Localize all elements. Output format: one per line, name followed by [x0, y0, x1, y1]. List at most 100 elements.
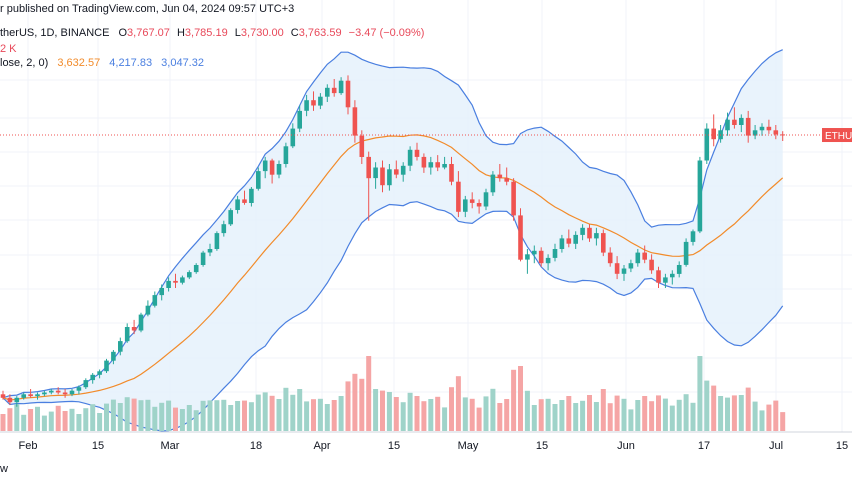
volume-bar: [593, 402, 599, 431]
candle: [580, 224, 585, 241]
candle: [366, 151, 371, 221]
volume-bar: [718, 396, 724, 431]
ohlc-line: therUS, 1D, BINANCE O3,767.07 H3,785.19 …: [0, 27, 424, 39]
candle: [732, 107, 737, 129]
volume-bar: [642, 396, 648, 431]
volume-bar: [483, 396, 489, 431]
volume-bar: [317, 398, 323, 431]
volume-bar: [124, 397, 130, 431]
volume-bar: [442, 407, 448, 431]
volume-bar: [262, 392, 268, 431]
volume-bar: [683, 394, 689, 431]
candle: [76, 385, 82, 395]
candles: [0, 75, 785, 407]
volume-bar: [159, 402, 165, 431]
volume-bar: [552, 404, 558, 431]
volume-bar: [131, 398, 137, 431]
candle-body: [780, 134, 785, 136]
candle-body: [352, 107, 358, 136]
volume-bar: [69, 408, 75, 431]
candle-body: [325, 87, 330, 97]
candle-body: [111, 351, 116, 361]
candle-body: [766, 126, 772, 131]
volume-bar: [697, 356, 703, 431]
candle-body: [276, 164, 282, 175]
candle-body: [387, 169, 392, 186]
candle: [262, 156, 268, 179]
high-value: 3,785.19: [184, 27, 228, 39]
volume-bar: [228, 405, 234, 431]
candle: [62, 389, 68, 398]
candle: [69, 389, 75, 397]
candle: [228, 208, 233, 226]
bollinger-upper-value: 4,217.83: [109, 57, 153, 69]
volume-bar: [366, 356, 372, 431]
volume-bar: [628, 409, 634, 431]
candle-body: [242, 199, 247, 203]
candle: [159, 284, 164, 301]
candle-body: [373, 167, 378, 179]
open-label: O: [118, 27, 128, 39]
candle: [490, 171, 496, 196]
symbol-text: therUS, 1D, BINANCE: [0, 27, 110, 39]
candle: [249, 187, 254, 207]
candle-body: [628, 263, 634, 269]
volume-bar: [607, 403, 613, 431]
candle-body: [594, 233, 599, 239]
candle-body: [35, 394, 40, 397]
candle-body: [21, 394, 26, 398]
volume-bar: [725, 397, 730, 431]
volume-bar: [117, 403, 123, 431]
close-value: 3,763.59: [298, 27, 342, 39]
candle: [131, 319, 137, 335]
candle: [773, 125, 779, 140]
candle: [297, 105, 302, 133]
candle-body: [421, 156, 427, 168]
candle-body: [7, 397, 13, 403]
candle: [538, 247, 544, 267]
candle-body: [442, 164, 447, 168]
candle-body: [538, 250, 544, 264]
candle: [276, 160, 282, 179]
volume-bar: [559, 400, 565, 431]
volume-bar: [759, 410, 765, 431]
candle: [304, 94, 309, 117]
volume-bar: [435, 396, 441, 431]
candle: [525, 249, 530, 274]
candle-body: [635, 252, 641, 264]
candle: [214, 231, 220, 251]
candle: [504, 167, 509, 186]
candle: [518, 208, 523, 262]
volume-bar: [621, 398, 627, 431]
candle: [607, 247, 613, 267]
candle-body: [456, 181, 461, 212]
candle: [601, 229, 606, 257]
candle: [552, 243, 558, 262]
candle: [697, 156, 703, 234]
candle: [193, 263, 199, 274]
candle: [380, 160, 385, 193]
candle: [421, 153, 427, 173]
volume-bar: [255, 394, 261, 431]
change-value: −3.47 (−0.09%): [348, 27, 425, 39]
candle: [759, 123, 765, 136]
candle-body: [380, 167, 385, 186]
candle: [345, 75, 351, 115]
volume-bar: [48, 411, 54, 431]
volume-bar: [200, 400, 206, 431]
volume-bar: [290, 394, 296, 431]
volume-bar: [359, 378, 365, 431]
candle-body: [601, 233, 606, 253]
candle: [256, 167, 261, 191]
candle: [704, 123, 710, 164]
candle: [594, 227, 599, 246]
candle: [325, 84, 330, 102]
candle: [621, 265, 627, 281]
bollinger-basis-line: [2, 134, 784, 401]
candle: [642, 245, 647, 264]
volume-bar: [704, 380, 710, 431]
low-label: L: [234, 27, 241, 39]
volume-bar: [179, 409, 185, 431]
volume-bar: [738, 395, 744, 431]
